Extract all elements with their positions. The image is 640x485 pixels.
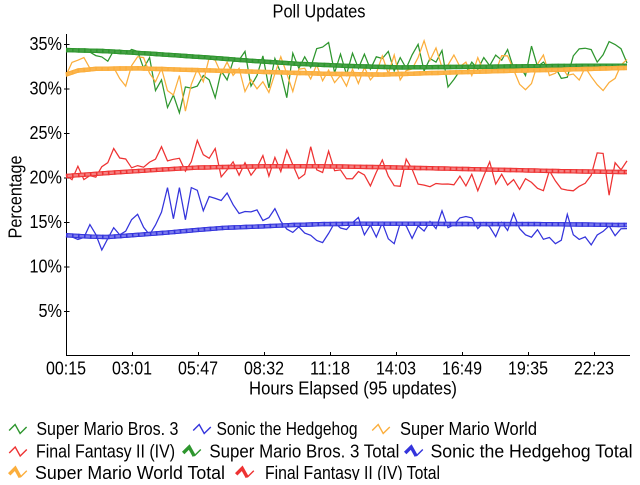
svg-text:Percentage: Percentage — [5, 156, 26, 239]
svg-text:16:49: 16:49 — [442, 357, 482, 378]
svg-text:35%: 35% — [30, 33, 63, 54]
svg-text:Sonic the Hedgehog Total: Sonic the Hedgehog Total — [431, 441, 633, 462]
svg-text:22:23: 22:23 — [574, 357, 614, 378]
svg-text:Final Fantasy II (IV) Total: Final Fantasy II (IV) Total — [265, 462, 440, 480]
svg-text:05:47: 05:47 — [178, 357, 218, 378]
svg-text:Poll Updates: Poll Updates — [273, 1, 366, 22]
svg-text:03:01: 03:01 — [112, 357, 152, 378]
svg-text:Hours Elapsed (95 updates): Hours Elapsed (95 updates) — [249, 377, 457, 398]
svg-text:20%: 20% — [30, 167, 63, 188]
svg-text:08:32: 08:32 — [244, 357, 284, 378]
svg-text:Super Mario Bros. 3 Total: Super Mario Bros. 3 Total — [209, 441, 399, 462]
svg-text:Super Mario World Total: Super Mario World Total — [35, 462, 225, 480]
svg-text:Sonic the Hedgehog: Sonic the Hedgehog — [217, 418, 358, 439]
svg-text:25%: 25% — [30, 122, 63, 143]
svg-text:Final Fantasy II (IV): Final Fantasy II (IV) — [36, 441, 175, 462]
svg-text:5%: 5% — [39, 300, 63, 321]
svg-text:19:35: 19:35 — [508, 357, 548, 378]
svg-text:Super Mario World: Super Mario World — [400, 418, 537, 439]
svg-text:14:03: 14:03 — [376, 357, 416, 378]
svg-text:10%: 10% — [30, 256, 63, 277]
svg-text:30%: 30% — [30, 78, 63, 99]
svg-text:15%: 15% — [30, 211, 63, 232]
svg-text:Super Mario Bros. 3: Super Mario Bros. 3 — [36, 418, 178, 439]
svg-text:11:18: 11:18 — [310, 357, 350, 378]
svg-text:00:15: 00:15 — [46, 357, 86, 378]
